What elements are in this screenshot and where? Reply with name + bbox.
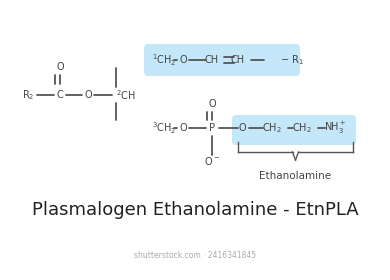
Text: shutterstock.com · 2416341845: shutterstock.com · 2416341845 (134, 251, 256, 260)
Text: CH: CH (205, 55, 219, 65)
Text: $^1$CH$_2$: $^1$CH$_2$ (152, 52, 177, 68)
Text: O$^-$: O$^-$ (204, 155, 220, 167)
Text: O: O (238, 123, 246, 133)
Text: Plasmalogen Ethanolamine - EtnPLA: Plasmalogen Ethanolamine - EtnPLA (32, 201, 358, 219)
Text: NH$_3^+$: NH$_3^+$ (324, 120, 346, 136)
Text: R$_2$: R$_2$ (22, 88, 34, 102)
Text: P: P (209, 123, 215, 133)
Text: CH$_2$: CH$_2$ (262, 121, 282, 135)
FancyBboxPatch shape (144, 44, 300, 76)
FancyBboxPatch shape (232, 115, 356, 145)
Text: $^3$CH$_2$: $^3$CH$_2$ (152, 120, 177, 136)
Text: O: O (84, 90, 92, 100)
Text: O: O (208, 99, 216, 109)
Text: C: C (57, 90, 63, 100)
Text: CH$_2$: CH$_2$ (292, 121, 312, 135)
Text: CH: CH (231, 55, 245, 65)
Text: O: O (179, 55, 187, 65)
Text: $-$ R$_1$: $-$ R$_1$ (280, 53, 304, 67)
Text: O: O (179, 123, 187, 133)
Text: O: O (56, 62, 64, 72)
Text: $^2$CH: $^2$CH (116, 88, 136, 102)
Text: Ethanolamine: Ethanolamine (259, 171, 332, 181)
